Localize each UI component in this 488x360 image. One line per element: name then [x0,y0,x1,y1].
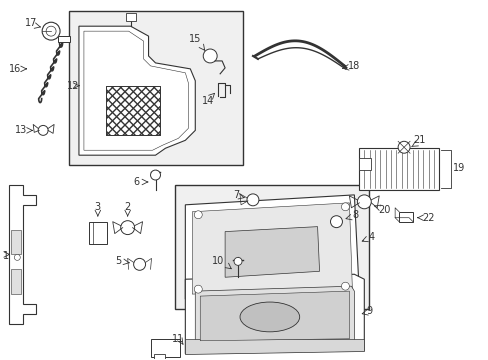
Bar [105,86,160,135]
Bar [125,13,135,21]
Bar [105,86,160,135]
Bar [175,185,368,309]
Text: 13: 13 [15,125,27,135]
Polygon shape [195,286,354,347]
Circle shape [246,194,258,206]
Bar [69,11,243,165]
Text: 15: 15 [189,34,201,44]
Text: 20: 20 [377,205,389,215]
Polygon shape [79,26,195,155]
Polygon shape [185,339,364,354]
Text: 17: 17 [25,18,37,28]
Bar [11,269,21,294]
Bar [58,36,70,42]
Text: 5: 5 [115,256,122,266]
Polygon shape [185,274,364,354]
Text: 7: 7 [232,190,239,200]
Circle shape [38,125,48,135]
Circle shape [330,216,342,228]
Circle shape [42,22,60,40]
Text: 11: 11 [172,334,184,344]
Text: 12: 12 [67,81,79,91]
Ellipse shape [240,302,299,332]
Bar [11,230,21,255]
Text: 1: 1 [3,251,9,261]
Text: 8: 8 [351,210,358,220]
Circle shape [203,49,217,63]
Circle shape [357,195,370,209]
Text: 14: 14 [202,96,214,105]
Text: 2: 2 [124,202,130,212]
Bar [359,148,438,190]
Polygon shape [224,227,319,277]
Circle shape [194,285,202,293]
Circle shape [234,257,242,265]
Bar [150,339,180,357]
Bar [153,354,165,359]
Circle shape [341,282,349,290]
Polygon shape [185,195,359,299]
Text: 3: 3 [95,202,101,212]
Circle shape [46,26,56,36]
Circle shape [14,255,20,260]
Polygon shape [192,203,352,294]
Circle shape [194,211,202,219]
Text: 21: 21 [412,135,425,145]
Text: 4: 4 [367,231,374,242]
Text: 6: 6 [133,177,140,187]
Text: 16: 16 [9,64,21,74]
Text: 22: 22 [422,213,434,223]
Bar [398,212,412,222]
Circle shape [150,170,160,180]
Text: 10: 10 [212,256,224,266]
Polygon shape [9,185,36,324]
Circle shape [397,141,409,153]
Circle shape [121,221,134,235]
Bar [89,222,106,243]
Text: 19: 19 [452,163,464,173]
Polygon shape [200,291,349,341]
Text: 9: 9 [366,306,371,316]
Bar [359,158,370,170]
Circle shape [341,203,349,211]
Circle shape [133,258,145,270]
Text: 18: 18 [347,61,360,71]
